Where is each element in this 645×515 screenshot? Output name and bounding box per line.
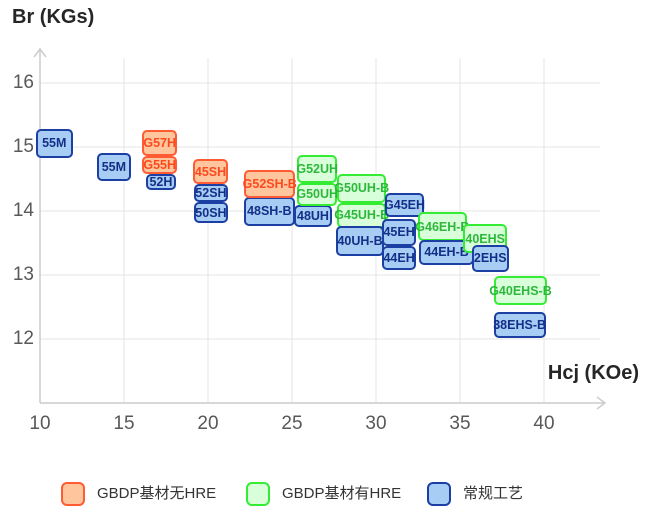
legend-swatch-blue bbox=[427, 482, 451, 506]
legend-item-gbdp-no-hre[interactable]: GBDP基材无HRE bbox=[61, 482, 216, 506]
legend-swatch-orange bbox=[61, 482, 85, 506]
grade-box-45sh: 45SH bbox=[192, 159, 229, 185]
grade-box-55m: 55M bbox=[35, 129, 73, 158]
legend-item-conventional[interactable]: 常规工艺 bbox=[427, 482, 523, 506]
grade-box-48uh: 48UH bbox=[293, 205, 333, 227]
grade-box-40uh-b: 40UH-B bbox=[335, 225, 385, 256]
legend-swatch-green bbox=[246, 482, 270, 506]
grade-box-g45uh-b: G45UH-B bbox=[334, 202, 389, 229]
legend-label: 常规工艺 bbox=[463, 485, 524, 502]
grade-box-48sh-b: 48SH-B bbox=[244, 196, 295, 226]
grade-box-2ehs: 2EHS bbox=[471, 244, 509, 272]
x-tick-label: 15 bbox=[113, 413, 135, 434]
x-tick-label: 25 bbox=[281, 413, 303, 434]
x-axis-title: Hcj (KOe) bbox=[547, 362, 639, 384]
grade-box-50sh: 50SH bbox=[193, 202, 229, 224]
grade-box-g52uh: G52UH bbox=[296, 154, 338, 183]
grade-box-g45eh: G45EH bbox=[384, 193, 425, 217]
y-tick-label: 16 bbox=[12, 72, 34, 93]
axis-lines bbox=[33, 47, 607, 410]
legend-label: GBDP基材有HRE bbox=[282, 485, 402, 502]
y-tick-label: 14 bbox=[12, 200, 34, 221]
grade-box-g57h: G57H bbox=[142, 129, 177, 156]
y-tick-label: 13 bbox=[12, 264, 34, 285]
y-tick-label: 12 bbox=[12, 328, 34, 349]
grade-box-52h: 52H bbox=[145, 173, 177, 190]
x-tick-label: 30 bbox=[365, 413, 387, 434]
x-tick-label: 35 bbox=[449, 413, 471, 434]
x-tick-label: 40 bbox=[533, 413, 555, 434]
grade-box-g40ehs-b: G40EHS-B bbox=[489, 276, 552, 306]
grade-box-55m: 55M bbox=[97, 152, 131, 181]
legend-label: GBDP基材无HRE bbox=[97, 485, 217, 502]
x-tick-label: 20 bbox=[197, 413, 219, 434]
grade-box-38ehs-b: 38EHS-B bbox=[493, 312, 546, 338]
y-tick-label: 15 bbox=[12, 136, 34, 157]
grade-box-g52sh-b: G52SH-B bbox=[243, 170, 297, 199]
grade-box-44eh: 44EH bbox=[381, 246, 417, 270]
y-axis-title: Br (KGs) bbox=[12, 6, 95, 28]
gridlines bbox=[40, 58, 600, 403]
x-tick-label: 10 bbox=[29, 413, 51, 434]
grade-box-g46eh-b: G46EH-B bbox=[415, 212, 469, 242]
grade-box-g50uh: G50UH bbox=[296, 182, 338, 206]
grade-box-45eh: 45EH bbox=[381, 218, 417, 247]
grade-box-52sh: 52SH bbox=[193, 184, 229, 203]
legend-item-gbdp-with-hre[interactable]: GBDP基材有HRE bbox=[246, 482, 401, 506]
grade-box-g55h: G55H bbox=[142, 155, 177, 174]
grade-box-g50uh-b: G50UH-B bbox=[334, 173, 389, 203]
